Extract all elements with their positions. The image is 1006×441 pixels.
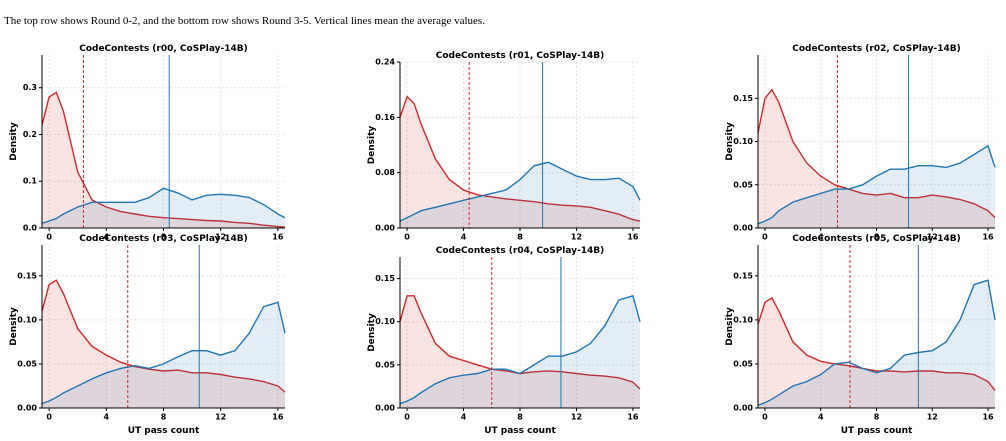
y-tick-label: 0.00 [375,404,395,413]
density-area [400,162,640,228]
x-tick-label: 0 [404,413,410,422]
density-area [758,89,995,228]
y-tick-label: 0.0 [23,224,38,233]
x-tick-label: 0 [404,233,410,242]
x-tick-label: 0 [46,413,52,422]
density-area [42,188,285,228]
x-tick-label: 16 [627,233,639,242]
density-line [41,279,286,393]
y-axis-label: Density [9,122,19,161]
x-tick-label: 12 [571,413,582,422]
y-tick-label: 0.15 [733,94,753,103]
x-tick-label: 12 [215,413,226,422]
density-line [399,161,641,222]
x-axis-label: UT pass count [484,426,556,436]
y-tick-label: 0.24 [375,58,395,67]
y-axis-label: Density [367,313,377,352]
density-area [400,96,640,228]
y-tick-label: 0.2 [23,130,37,139]
y-tick-label: 0.10 [375,317,395,326]
x-tick-label: 4 [818,233,824,242]
x-tick-label: 16 [272,413,284,422]
chart-title: CodeContests (r00, CoSPlay-14B) [79,44,248,54]
density-line [41,301,286,405]
chart-title: CodeContests (r03, CoSPlay-14B) [79,234,248,244]
y-axis-label: Density [367,126,377,165]
x-tick-label: 8 [161,233,167,242]
x-tick-label: 8 [517,233,523,242]
x-tick-label: 12 [927,233,938,242]
y-tick-label: 0.00 [733,404,753,413]
x-tick-label: 0 [46,233,52,242]
density-area [758,297,995,408]
x-tick-label: 16 [982,413,994,422]
x-tick-label: 0 [762,413,768,422]
density-line [399,294,641,405]
x-axis-label: UT pass count [128,426,200,436]
density-line [757,88,996,219]
y-tick-label: 0.1 [23,177,38,186]
chart-title: CodeContests (r01, CoSPlay-14B) [436,51,605,61]
y-tick-label: 0.00 [375,224,395,233]
y-axis-label: Density [725,307,735,346]
x-tick-label: 16 [982,233,994,242]
x-tick-label: 4 [104,413,110,422]
y-tick-label: 0.10 [17,315,37,324]
density-line [757,279,996,407]
chart-title: CodeContests (r02, CoSPlay-14B) [792,44,961,54]
density-line [399,95,641,222]
density-area [42,92,285,229]
y-tick-label: 0.08 [375,168,395,177]
density-area [42,302,285,408]
x-tick-label: 4 [461,233,467,242]
density-line [757,144,996,225]
chart-title: CodeContests (r05, CoSPlay-14B) [792,234,961,244]
chart-title: CodeContests (r04, CoSPlay-14B) [436,246,605,256]
caption: The top row shows Round 0-2, and the bot… [4,15,485,27]
x-tick-label: 8 [517,413,523,422]
x-tick-label: 12 [927,413,938,422]
density-area [42,280,285,408]
x-tick-label: 12 [215,233,226,242]
y-tick-label: 0.00 [17,404,37,413]
y-axis-label: Density [725,122,735,161]
density-line [757,296,996,391]
y-tick-label: 0.05 [17,359,37,368]
x-tick-label: 0 [762,233,768,242]
y-tick-label: 0.3 [23,83,37,92]
density-line [41,91,286,228]
y-tick-label: 0.15 [17,271,37,280]
y-tick-label: 0.15 [375,274,395,283]
x-tick-label: 8 [874,233,880,242]
x-tick-label: 16 [627,413,639,422]
density-area [400,295,640,408]
x-axis-label: UT pass count [841,426,913,436]
density-line [41,187,286,224]
x-tick-label: 4 [818,413,824,422]
density-area [758,280,995,408]
x-tick-label: 4 [104,233,110,242]
x-tick-label: 8 [874,413,880,422]
density-area [400,295,640,408]
x-tick-label: 4 [461,413,467,422]
y-tick-label: 0.00 [733,224,753,233]
y-tick-label: 0.05 [733,359,753,368]
y-tick-label: 0.10 [733,137,753,146]
y-axis-label: Density [9,307,19,346]
y-tick-label: 0.05 [733,180,753,189]
x-tick-label: 16 [272,233,284,242]
x-tick-label: 12 [571,233,582,242]
y-tick-label: 0.15 [733,271,753,280]
y-tick-label: 0.10 [733,315,753,324]
y-tick-label: 0.16 [375,113,395,122]
x-tick-label: 8 [161,413,167,422]
y-tick-label: 0.05 [375,360,395,369]
density-line [399,295,641,390]
